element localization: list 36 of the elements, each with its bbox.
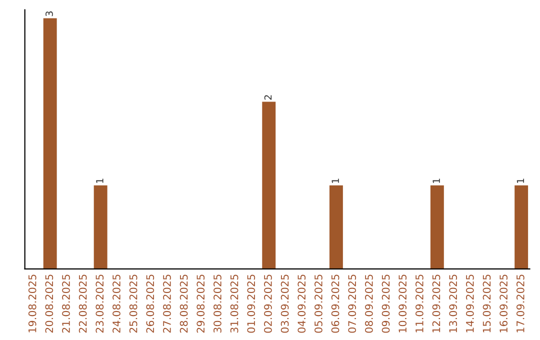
x-tick-label: 06.09.2025 [331,274,340,333]
x-tick-label: 08.09.2025 [365,274,373,333]
data-label: 3 [46,11,53,16]
x-tick-label: 11.09.2025 [415,274,424,332]
x-tick-label: 25.08.2025 [129,274,138,333]
x-tick-label: 05.09.2025 [314,274,322,333]
x-tick-label: 16.09.2025 [500,274,508,332]
x-tick-label: 27.08.2025 [163,274,171,333]
x-tick-label: 31.08.2025 [230,274,238,333]
x-tick-label: 09.09.2025 [382,274,390,333]
data-label: 1 [432,178,440,183]
x-tick-label: 10.09.2025 [398,274,407,332]
x-tick-label: 17.09.2025 [516,274,524,332]
x-tick-label: 23.08.2025 [96,274,104,333]
x-tick-label: 04.09.2025 [298,274,306,333]
x-tick-label: 24.08.2025 [112,274,120,333]
x-tick-label: 02.09.2025 [264,274,272,333]
data-label: 2 [264,95,272,100]
data-label: 1 [332,178,339,183]
x-tick-label: 29.08.2025 [196,274,205,333]
x-tick-label: 22.08.2025 [78,274,87,333]
data-label: 1 [96,178,104,183]
x-tick-label: 14.09.2025 [466,274,474,332]
x-tick-label: 13.09.2025 [449,274,458,332]
x-tick-label: 15.09.2025 [482,274,491,332]
data-label: 1 [516,178,524,183]
x-tick-label: 20.08.2025 [45,274,54,333]
x-tick-label: 26.08.2025 [146,274,154,333]
x-tick-label: 07.09.2025 [348,274,356,333]
x-tick-label: 12.09.2025 [432,274,440,332]
x-tick-label: 03.09.2025 [280,274,289,333]
x-tick-label: 19.08.2025 [28,274,36,332]
x-tick-label: 21.08.2025 [62,274,70,333]
x-tick-label: 01.09.2025 [247,274,256,333]
x-tick-label: 30.08.2025 [214,274,222,333]
x-tick-label: 28.08.2025 [180,274,188,333]
